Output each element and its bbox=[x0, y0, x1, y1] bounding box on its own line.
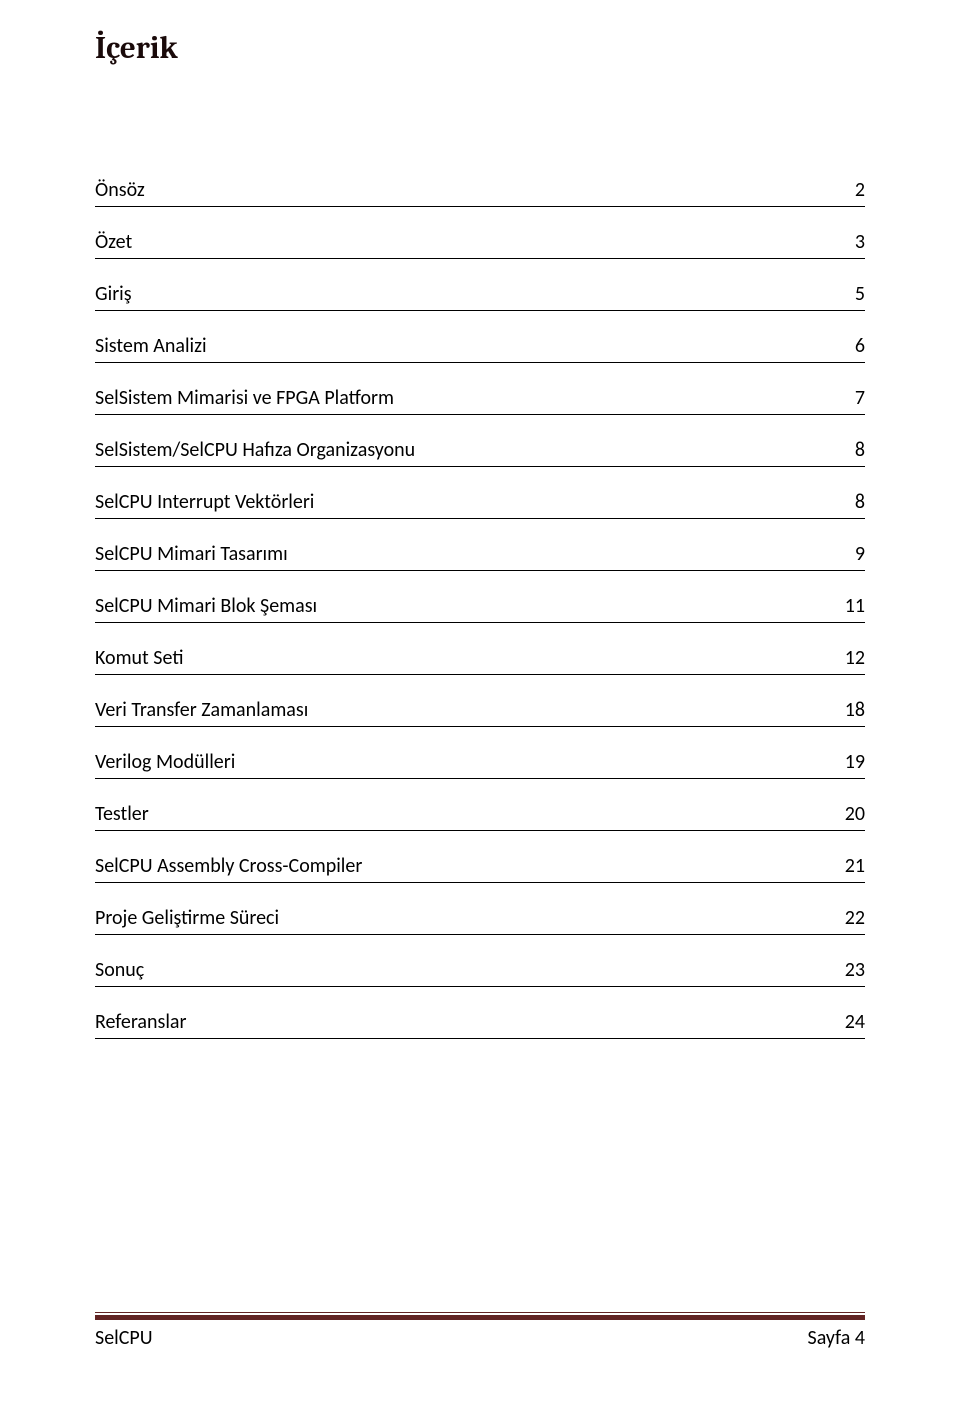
toc-label: Verilog Modülleri bbox=[95, 750, 835, 774]
toc-label: Komut Seti bbox=[95, 646, 835, 670]
toc-label: Veri Transfer Zamanlaması bbox=[95, 698, 835, 722]
toc-row: Testler 20 bbox=[95, 802, 865, 831]
table-of-contents: Önsöz 2 Özet 3 Giriş 5 Sistem Analizi 6 … bbox=[95, 178, 865, 1039]
footer-divider bbox=[95, 1315, 865, 1320]
toc-page-number: 19 bbox=[835, 750, 865, 774]
toc-label: Proje Geliştirme Süreci bbox=[95, 906, 835, 930]
toc-row: SelCPU Interrupt Vektörleri 8 bbox=[95, 490, 865, 519]
page-title: İçerik bbox=[95, 30, 865, 66]
toc-label: SelCPU Mimari Tasarımı bbox=[95, 542, 845, 566]
toc-page-number: 12 bbox=[835, 646, 865, 670]
toc-row: SelCPU Assembly Cross-Compiler 21 bbox=[95, 854, 865, 883]
toc-row: SelSistem Mimarisi ve FPGA Platform 7 bbox=[95, 386, 865, 415]
footer-right: Sayfa 4 bbox=[808, 1326, 866, 1350]
toc-page-number: 22 bbox=[835, 906, 865, 930]
toc-row: Giriş 5 bbox=[95, 282, 865, 311]
toc-label: Referanslar bbox=[95, 1010, 835, 1034]
toc-label: SelSistem/SelCPU Hafıza Organizasyonu bbox=[95, 438, 845, 462]
toc-label: SelCPU Mimari Blok Şeması bbox=[95, 594, 835, 618]
toc-label: Sonuç bbox=[95, 958, 835, 982]
toc-page-number: 9 bbox=[845, 542, 865, 566]
toc-row: Verilog Modülleri 19 bbox=[95, 750, 865, 779]
footer-text-line: SelCPU Sayfa 4 bbox=[95, 1326, 865, 1350]
toc-page-number: 3 bbox=[845, 230, 865, 254]
toc-label: Sistem Analizi bbox=[95, 334, 845, 358]
toc-label: Giriş bbox=[95, 282, 845, 306]
toc-row: Veri Transfer Zamanlaması 18 bbox=[95, 698, 865, 727]
footer-left: SelCPU bbox=[95, 1326, 153, 1350]
toc-label: Önsöz bbox=[95, 178, 845, 202]
toc-row: Özet 3 bbox=[95, 230, 865, 259]
toc-page-number: 24 bbox=[835, 1010, 865, 1034]
toc-page-number: 8 bbox=[845, 438, 865, 462]
toc-page-number: 7 bbox=[845, 386, 865, 410]
toc-page-number: 8 bbox=[845, 490, 865, 514]
toc-page-number: 18 bbox=[835, 698, 865, 722]
page-footer: SelCPU Sayfa 4 bbox=[95, 1315, 865, 1350]
toc-row: Proje Geliştirme Süreci 22 bbox=[95, 906, 865, 935]
toc-row: Önsöz 2 bbox=[95, 178, 865, 207]
toc-page-number: 11 bbox=[835, 594, 865, 618]
toc-label: Özet bbox=[95, 230, 845, 254]
toc-row: Sonuç 23 bbox=[95, 958, 865, 987]
toc-page-number: 21 bbox=[835, 854, 865, 878]
toc-row: Komut Seti 12 bbox=[95, 646, 865, 675]
toc-row: Referanslar 24 bbox=[95, 1010, 865, 1039]
toc-label: SelCPU Assembly Cross-Compiler bbox=[95, 854, 835, 878]
toc-row: SelCPU Mimari Tasarımı 9 bbox=[95, 542, 865, 571]
toc-page-number: 5 bbox=[845, 282, 865, 306]
toc-row: SelSistem/SelCPU Hafıza Organizasyonu 8 bbox=[95, 438, 865, 467]
toc-page-number: 20 bbox=[835, 802, 865, 826]
toc-row: SelCPU Mimari Blok Şeması 11 bbox=[95, 594, 865, 623]
toc-label: Testler bbox=[95, 802, 835, 826]
toc-row: Sistem Analizi 6 bbox=[95, 334, 865, 363]
toc-page-number: 2 bbox=[845, 178, 865, 202]
toc-label: SelSistem Mimarisi ve FPGA Platform bbox=[95, 386, 845, 410]
toc-page-number: 23 bbox=[835, 958, 865, 982]
toc-label: SelCPU Interrupt Vektörleri bbox=[95, 490, 845, 514]
toc-page-number: 6 bbox=[845, 334, 865, 358]
